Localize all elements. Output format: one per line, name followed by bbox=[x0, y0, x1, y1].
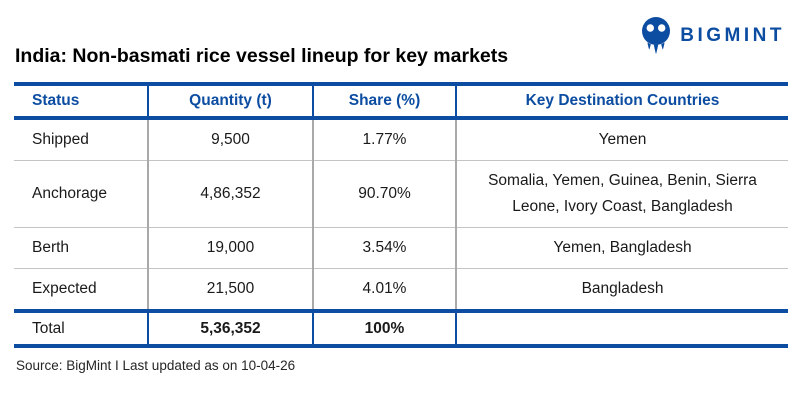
share-cell: 90.70% bbox=[312, 160, 456, 228]
bigmint-logo-text: BIGMINT bbox=[680, 24, 785, 46]
bigmint-logo-icon bbox=[642, 17, 671, 54]
total-row: Total 5,36,352 100% bbox=[14, 309, 788, 348]
destinations-cell: Yemen bbox=[455, 118, 788, 161]
table-row-anchorage: Anchorage 4,86,352 90.70% Somalia, Yemen… bbox=[14, 160, 788, 228]
status-cell: Berth bbox=[14, 227, 148, 269]
header-row: Status Quantity (t) Share (%) Key Destin… bbox=[14, 84, 788, 120]
source-note: Source: BigMint I Last updated as on 10-… bbox=[16, 358, 296, 373]
quantity-cell: 21,500 bbox=[147, 268, 313, 311]
status-cell: Expected bbox=[14, 268, 148, 311]
table-row-shipped: Shipped 9,500 1.77% Yemen bbox=[14, 118, 788, 161]
quantity-cell: 4,86,352 bbox=[147, 160, 313, 228]
status-cell: Anchorage bbox=[14, 160, 148, 228]
table-row-berth: Berth 19,000 3.54% Yemen, Bangladesh bbox=[14, 227, 788, 269]
table-row-expected: Expected 21,500 4.01% Bangladesh bbox=[14, 268, 788, 311]
status-cell: Shipped bbox=[32, 131, 89, 148]
page-title: India: Non-basmati rice vessel lineup fo… bbox=[15, 45, 509, 67]
table-section: Status Quantity (t) Share (%) Key Destin… bbox=[14, 82, 788, 373]
column-header-destinations: Key Destination Countries bbox=[455, 84, 788, 120]
bigmint-logo: BIGMINT bbox=[639, 16, 785, 55]
share-cell: 4.01% bbox=[312, 268, 456, 311]
quantity-cell: 19,000 bbox=[147, 227, 313, 269]
share-cell: 1.77% bbox=[312, 118, 456, 161]
vessel-lineup-table: Status Quantity (t) Share (%) Key Destin… bbox=[14, 82, 788, 348]
total-share-cell: 100% bbox=[312, 309, 456, 348]
total-destinations-cell bbox=[455, 309, 788, 348]
destinations-cell: Somalia, Yemen, Guinea, Benin, Sierra Le… bbox=[455, 160, 788, 228]
column-header-share: Share (%) bbox=[312, 84, 456, 120]
column-header-quantity: Quantity (t) bbox=[147, 84, 313, 120]
share-cell: 3.54% bbox=[312, 227, 456, 269]
destinations-cell: Yemen, Bangladesh bbox=[455, 227, 788, 269]
total-quantity-cell: 5,36,352 bbox=[147, 309, 313, 348]
column-header-status: Status bbox=[14, 84, 148, 120]
quantity-cell: 9,500 bbox=[147, 118, 313, 161]
total-label-cell: Total bbox=[14, 309, 148, 348]
destinations-cell: Bangladesh bbox=[455, 268, 788, 311]
